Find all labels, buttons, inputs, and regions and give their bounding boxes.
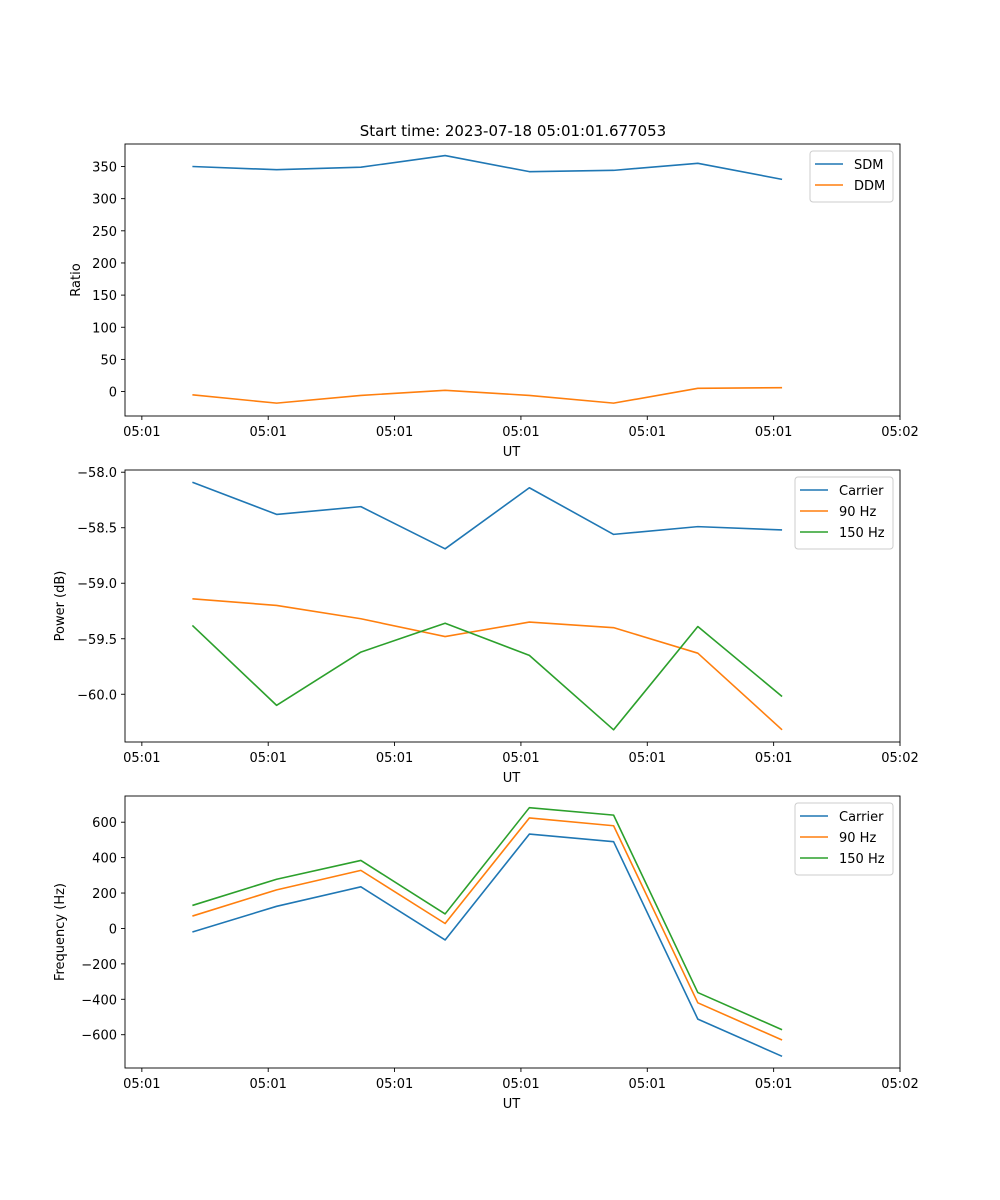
subplot-1: 05:01 05:01 05:01 05:01 05:01 05:01 05:02 0 50 10… [69,143,919,460]
y-tick-label: 300 [92,193,117,208]
x-tick-label: 05:01 [755,425,792,440]
y-tick-label: 350 [92,161,117,176]
series-line-150-hz [192,806,783,1031]
series-line-90-hz [192,597,783,731]
series-line-90-hz [192,817,783,1041]
y-tick-label: −60.0 [77,688,117,703]
x-tick-label: 05:01 [502,751,539,766]
y-tick-label: 0 [109,386,117,401]
y-tick-label: −200 [81,958,117,973]
x-tick-label: 05:01 [502,425,539,440]
legend-entry: 150 Hz [839,852,885,867]
y-tick-label: 600 [92,816,117,831]
y-tick-label: 150 [92,289,117,304]
x-tick-label: 05:01 [249,751,286,766]
x-tick-label: 05:01 [629,425,666,440]
x-axis-label: UT [503,445,521,460]
x-tick-label: 05:01 [123,751,160,766]
y-tick-label: 50 [100,353,117,368]
subplots: 05:01 05:01 05:01 05:01 05:01 05:01 05:02 0 50 10… [53,143,919,1112]
y-tick-label: 200 [92,257,117,272]
x-axis-label: UT [503,771,521,786]
legend: Carrier 90 Hz 150 Hz [794,476,894,550]
x-tick-label: 05:02 [881,425,918,440]
legend-frame [794,476,894,550]
x-tick-label: 05:01 [123,1077,160,1092]
x-tick-label: 05:02 [881,1077,918,1092]
x-tick-label: 05:01 [123,425,160,440]
figure-title: Start time: 2023-07-18 05:01:01.677053 [360,122,666,140]
y-tick-label: 0 [109,922,117,937]
legend-entry: DDM [854,179,885,194]
x-tick-label: 05:02 [881,751,918,766]
y-tick-label: −58.5 [77,522,117,537]
series-line-150-hz [191,622,783,731]
x-tick-label: 05:01 [755,1077,792,1092]
x-tick-label: 05:01 [629,751,666,766]
axes-frame [124,143,901,417]
y-tick-label: 200 [92,887,117,902]
series-line-sdm [192,154,783,181]
series-line-carrier [192,481,783,550]
axes-frame [124,795,901,1069]
legend-entry: Carrier [839,810,884,825]
y-tick-label: −58.0 [77,466,117,481]
x-tick-label: 05:01 [755,751,792,766]
y-tick-label: 100 [92,321,117,336]
legend-entry: 90 Hz [839,505,876,520]
y-tick-label: −400 [81,993,117,1008]
legend-entry: Carrier [839,484,884,499]
y-tick-label: 250 [92,225,117,240]
y-tick-label: −59.5 [77,633,117,648]
x-tick-label: 05:01 [376,1077,413,1092]
y-axis-label: Ratio [69,263,84,296]
x-tick-label: 05:01 [249,425,286,440]
legend: Carrier 90 Hz 150 Hz [794,802,894,876]
y-tick-label: −600 [81,1029,117,1044]
x-axis-label: UT [503,1097,521,1112]
y-tick-label: 400 [92,852,117,867]
x-tick-label: 05:01 [376,425,413,440]
legend-frame [794,802,894,876]
legend: SDM DDM [809,150,894,203]
x-tick-label: 05:01 [629,1077,666,1092]
series-line-carrier [192,833,783,1058]
series-line-ddm [192,386,783,404]
axes-frame [124,469,901,743]
legend-entry: SDM [854,158,883,173]
x-tick-label: 05:01 [249,1077,286,1092]
y-tick-label: −59.0 [77,577,117,592]
legend-entry: 150 Hz [839,526,885,541]
y-axis-label: Frequency (Hz) [53,883,68,981]
y-axis-label: Power (dB) [53,571,68,642]
x-tick-label: 05:01 [376,751,413,766]
x-tick-label: 05:01 [502,1077,539,1092]
legend-entry: 90 Hz [839,831,876,846]
subplot-3: 05:01 05:01 05:01 05:01 05:01 05:01 05:02 −600 −… [53,795,919,1112]
subplot-2: 05:01 05:01 05:01 05:01 05:01 05:01 05:02 −60.0… [53,466,919,786]
